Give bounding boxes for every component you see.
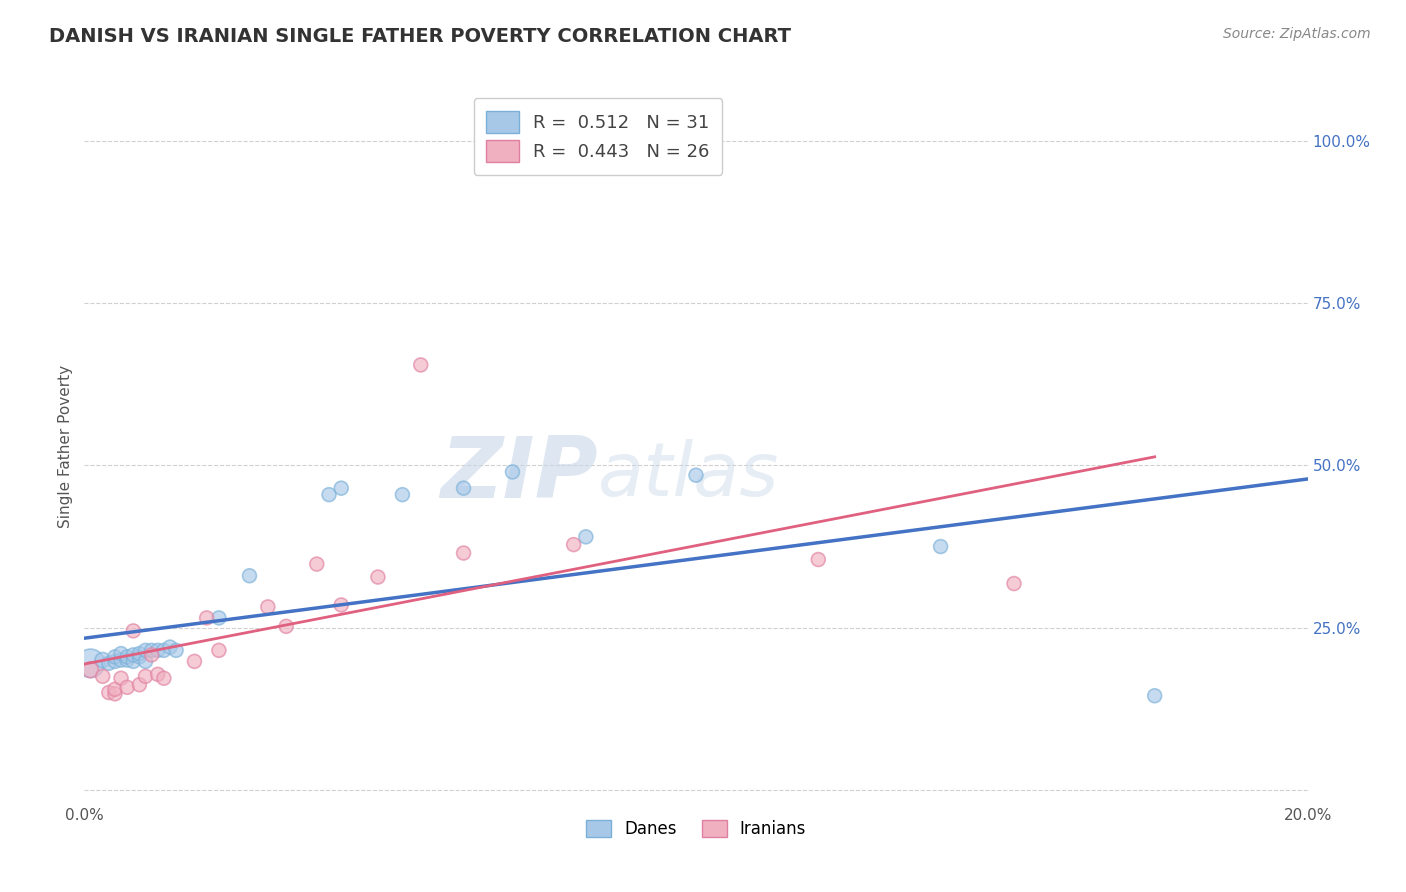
Point	[104, 687, 127, 701]
Point	[104, 682, 127, 697]
Point	[122, 624, 145, 638]
Point	[575, 530, 598, 544]
Point	[1002, 576, 1025, 591]
Point	[318, 488, 340, 502]
Point	[122, 648, 145, 662]
Text: Source: ZipAtlas.com: Source: ZipAtlas.com	[1223, 27, 1371, 41]
Point	[146, 667, 169, 681]
Text: ZIP: ZIP	[440, 433, 598, 516]
Point	[79, 657, 101, 671]
Point	[128, 647, 150, 661]
Point	[562, 538, 585, 552]
Point	[929, 540, 952, 554]
Point	[195, 611, 218, 625]
Point	[97, 685, 120, 699]
Point	[183, 654, 205, 668]
Point	[110, 671, 132, 685]
Point	[165, 643, 187, 657]
Point	[453, 546, 475, 560]
Text: atlas: atlas	[598, 439, 779, 510]
Point	[1143, 689, 1166, 703]
Point	[110, 647, 132, 661]
Point	[159, 640, 181, 654]
Point	[153, 643, 176, 657]
Point	[91, 669, 114, 683]
Point	[104, 649, 127, 664]
Point	[330, 598, 353, 612]
Point	[135, 669, 157, 683]
Point	[257, 599, 280, 614]
Point	[409, 358, 432, 372]
Point	[135, 643, 157, 657]
Point	[502, 465, 524, 479]
Point	[122, 654, 145, 668]
Point	[141, 648, 163, 662]
Point	[276, 619, 298, 633]
Point	[110, 653, 132, 667]
Point	[115, 649, 138, 664]
Point	[685, 468, 707, 483]
Y-axis label: Single Father Poverty: Single Father Poverty	[58, 365, 73, 527]
Point	[453, 481, 475, 495]
Point	[104, 654, 127, 668]
Point	[115, 681, 138, 695]
Text: DANISH VS IRANIAN SINGLE FATHER POVERTY CORRELATION CHART: DANISH VS IRANIAN SINGLE FATHER POVERTY …	[49, 27, 792, 45]
Point	[128, 649, 150, 664]
Point	[208, 611, 231, 625]
Point	[208, 643, 231, 657]
Point	[330, 481, 353, 495]
Point	[367, 570, 389, 584]
Point	[807, 552, 830, 566]
Point	[79, 663, 101, 677]
Point	[305, 557, 328, 571]
Point	[91, 653, 114, 667]
Point	[153, 671, 176, 685]
Point	[128, 678, 150, 692]
Point	[97, 657, 120, 671]
Point	[238, 568, 260, 582]
Point	[141, 643, 163, 657]
Legend: Danes, Iranians: Danes, Iranians	[579, 813, 813, 845]
Point	[135, 654, 157, 668]
Point	[146, 643, 169, 657]
Point	[391, 488, 413, 502]
Point	[115, 653, 138, 667]
